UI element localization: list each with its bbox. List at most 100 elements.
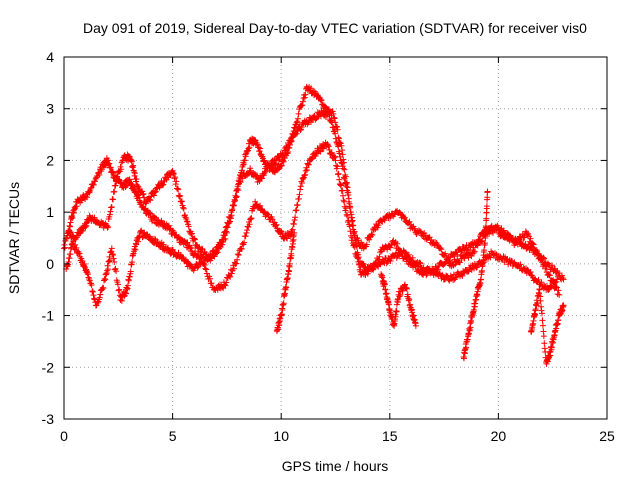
y-tick-label: 1: [46, 204, 54, 220]
interp-point: [97, 291, 104, 298]
interp-point: [334, 171, 341, 178]
interp-point: [420, 264, 427, 271]
interp-point: [224, 219, 231, 226]
interp-point: [76, 250, 83, 257]
interp-point: [110, 196, 117, 203]
y-tick-label: 2: [46, 152, 54, 168]
interp-point: [238, 245, 245, 252]
interp-point: [341, 175, 348, 182]
interp-point: [200, 260, 207, 267]
interp-point: [314, 114, 321, 121]
interp-point: [98, 166, 105, 173]
interp-point: [225, 220, 232, 227]
interp-point: [387, 244, 394, 251]
interp-point: [149, 218, 156, 225]
interp-point: [257, 145, 264, 152]
data-point: [134, 183, 141, 190]
interp-point: [338, 182, 345, 189]
interp-point: [331, 128, 338, 135]
interp-point: [344, 212, 351, 219]
interp-point: [401, 214, 408, 221]
interp-point: [234, 256, 241, 263]
interp-point: [304, 160, 311, 167]
interp-point: [509, 235, 516, 242]
interp-point: [267, 163, 274, 170]
interp-point: [260, 208, 267, 215]
interp-point: [452, 274, 459, 281]
interp-point: [160, 181, 167, 188]
interp-point: [332, 130, 339, 137]
interp-point: [275, 326, 282, 333]
interp-point: [176, 193, 183, 200]
interp-point: [271, 161, 278, 168]
interp-point: [281, 147, 288, 154]
interp-point: [299, 98, 306, 105]
data-point: [560, 302, 567, 309]
interp-point: [454, 251, 461, 258]
interp-point: [393, 308, 400, 315]
interp-point: [559, 274, 566, 281]
interp-point: [226, 214, 233, 221]
interp-point: [280, 151, 287, 158]
interp-point: [232, 194, 239, 201]
interp-point: [298, 180, 305, 187]
data-points: [61, 83, 567, 367]
interp-point: [278, 162, 285, 169]
interp-point: [146, 196, 153, 203]
interp-point: [302, 171, 309, 178]
interp-point: [246, 144, 253, 151]
interp-point: [275, 166, 282, 173]
interp-point: [237, 179, 244, 186]
interp-point: [272, 160, 279, 167]
interp-point: [334, 163, 341, 170]
interp-point: [336, 150, 343, 157]
data-point: [332, 157, 339, 164]
interp-point: [170, 170, 177, 177]
series-track-b: [65, 107, 563, 298]
interp-point: [302, 91, 309, 98]
interp-point: [471, 248, 478, 255]
interp-point: [201, 261, 208, 268]
interp-point: [338, 142, 345, 149]
interp-point: [529, 240, 536, 247]
interp-point: [289, 240, 296, 247]
interp-point: [246, 221, 253, 228]
interp-point: [153, 185, 160, 192]
interp-point: [180, 205, 187, 212]
interp-point: [83, 194, 90, 201]
interp-point: [188, 230, 195, 237]
interp-point: [223, 223, 230, 230]
interp-point: [132, 170, 139, 177]
interp-point: [539, 317, 546, 324]
interp-point: [337, 153, 344, 160]
interp-point: [536, 253, 543, 260]
x-tick-label: 10: [273, 428, 289, 444]
interp-point: [181, 212, 188, 219]
interp-point: [466, 326, 473, 333]
interp-point: [269, 216, 276, 223]
interp-point: [227, 213, 234, 220]
x-axis-label: GPS time / hours: [282, 458, 389, 474]
interp-point: [480, 257, 487, 264]
interp-point: [370, 266, 377, 273]
interp-point: [445, 255, 452, 262]
interp-point: [325, 142, 332, 149]
interp-point: [470, 249, 477, 256]
interp-point: [297, 186, 304, 193]
interp-point: [110, 255, 117, 262]
interp-point: [111, 188, 118, 195]
x-tick-label: 0: [60, 428, 68, 444]
interp-point: [394, 240, 401, 247]
interp-point: [330, 124, 337, 131]
interp-point: [345, 217, 352, 224]
interp-point: [541, 260, 548, 267]
data-point: [104, 224, 111, 231]
interp-point: [262, 168, 269, 175]
interp-point: [263, 167, 270, 174]
interp-point: [331, 154, 338, 161]
interp-point: [96, 171, 103, 178]
interp-point: [221, 229, 228, 236]
interp-point: [106, 211, 113, 218]
interp-point: [517, 261, 524, 268]
data-point: [217, 240, 224, 247]
